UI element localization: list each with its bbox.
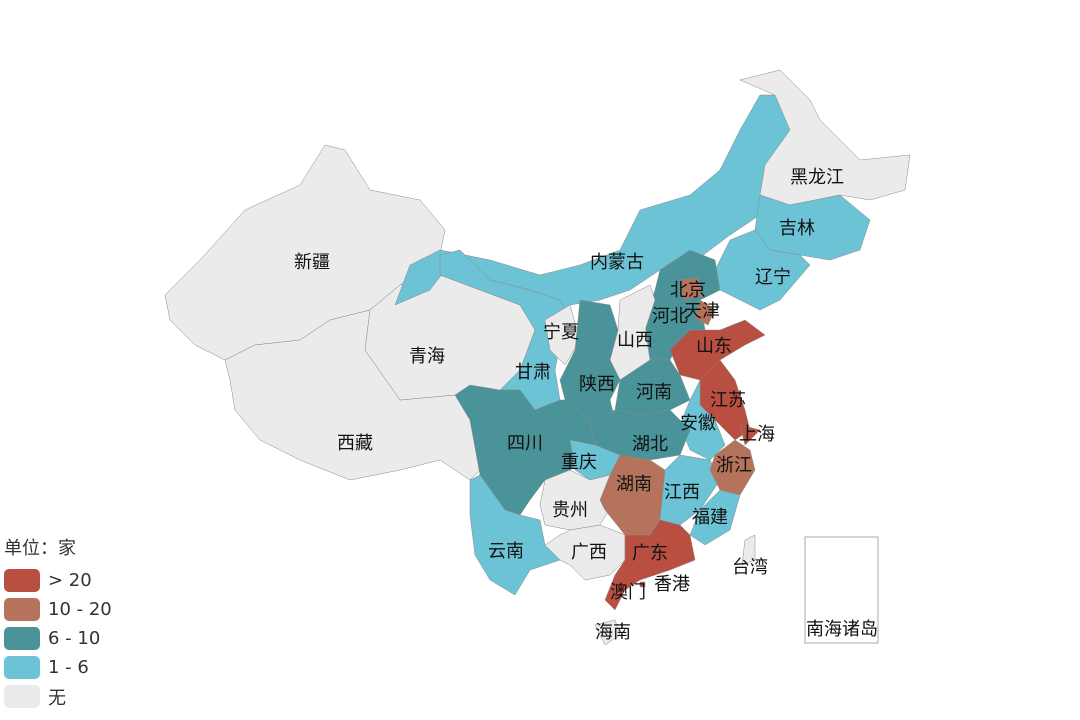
region-label: 湖南 bbox=[616, 474, 652, 495]
legend-swatch bbox=[4, 598, 40, 621]
region-label: 甘肃 bbox=[515, 362, 551, 383]
region-label: 上海 bbox=[739, 424, 775, 445]
region-陕西[interactable] bbox=[559, 299, 621, 421]
region-label: 内蒙古 bbox=[590, 252, 644, 273]
region-label: 黑龙江 bbox=[790, 167, 844, 188]
region-label: 陕西 bbox=[579, 374, 615, 395]
legend-label: > 20 bbox=[48, 570, 92, 591]
legend-label: 无 bbox=[48, 687, 66, 709]
legend-label: 10 - 20 bbox=[48, 599, 112, 620]
region-广东[interactable] bbox=[604, 519, 696, 611]
region-北京[interactable] bbox=[679, 277, 703, 301]
region-label: 西藏 bbox=[337, 433, 373, 454]
region-label: 湖北 bbox=[632, 434, 668, 455]
legend-swatch bbox=[4, 627, 40, 650]
region-label: 青海 bbox=[409, 346, 445, 367]
legend-swatch bbox=[4, 685, 40, 708]
region-label: 辽宁 bbox=[755, 267, 791, 288]
region-label: 广东 bbox=[632, 543, 668, 564]
region-海南[interactable] bbox=[594, 619, 621, 646]
region-label: 山西 bbox=[617, 330, 653, 351]
legend-swatch bbox=[4, 656, 40, 679]
region-label: 新疆 bbox=[294, 252, 330, 273]
region-香港[interactable] bbox=[661, 577, 669, 584]
region-天津[interactable] bbox=[694, 299, 716, 326]
region-label: 重庆 bbox=[561, 452, 597, 473]
region-宁夏[interactable] bbox=[544, 304, 581, 366]
legend-item[interactable]: 6 - 10 bbox=[4, 624, 112, 653]
legend: 单位：家 > 20 10 - 20 6 - 10 1 - 6 无 bbox=[4, 534, 112, 711]
legend-title: 单位：家 bbox=[4, 538, 76, 559]
region-label: 福建 bbox=[692, 507, 728, 528]
region-上海[interactable] bbox=[739, 424, 761, 446]
region-label: 广西 bbox=[571, 542, 607, 563]
legend-label: 1 - 6 bbox=[48, 657, 89, 678]
region-label: 云南 bbox=[488, 541, 524, 562]
region-label: 天津 bbox=[684, 301, 720, 322]
region-label: 台湾 bbox=[732, 557, 768, 578]
region-label: 海南 bbox=[595, 622, 631, 643]
region-label: 香港 bbox=[654, 574, 690, 595]
region-label: 河北 bbox=[652, 306, 688, 327]
legend-item[interactable]: 1 - 6 bbox=[4, 653, 112, 682]
region-label: 贵州 bbox=[552, 500, 588, 521]
region-label: 河南 bbox=[636, 382, 672, 403]
region-label: 山东 bbox=[696, 336, 732, 357]
region-label: 安徽 bbox=[680, 413, 716, 434]
region-label: 北京 bbox=[670, 280, 706, 301]
region-label: 江苏 bbox=[710, 390, 746, 411]
legend-item[interactable]: 无 bbox=[4, 682, 112, 711]
south-china-sea-inset bbox=[804, 536, 879, 644]
legend-item[interactable]: > 20 bbox=[4, 566, 112, 595]
region-澳门[interactable] bbox=[639, 581, 646, 588]
region-台湾[interactable] bbox=[741, 534, 756, 566]
region-label: 南海诸岛 bbox=[806, 619, 878, 640]
legend-item[interactable]: 10 - 20 bbox=[4, 595, 112, 624]
legend-label: 6 - 10 bbox=[48, 628, 101, 649]
region-label: 江西 bbox=[664, 482, 700, 503]
region-山东[interactable] bbox=[669, 319, 766, 381]
region-浙江[interactable] bbox=[709, 439, 756, 496]
region-label: 澳门 bbox=[610, 582, 646, 603]
region-黑龙江[interactable] bbox=[739, 69, 911, 206]
region-label: 浙江 bbox=[716, 455, 752, 476]
legend-swatch bbox=[4, 569, 40, 592]
region-label: 四川 bbox=[507, 433, 543, 454]
region-label: 吉林 bbox=[779, 218, 815, 239]
region-label: 宁夏 bbox=[543, 322, 579, 343]
